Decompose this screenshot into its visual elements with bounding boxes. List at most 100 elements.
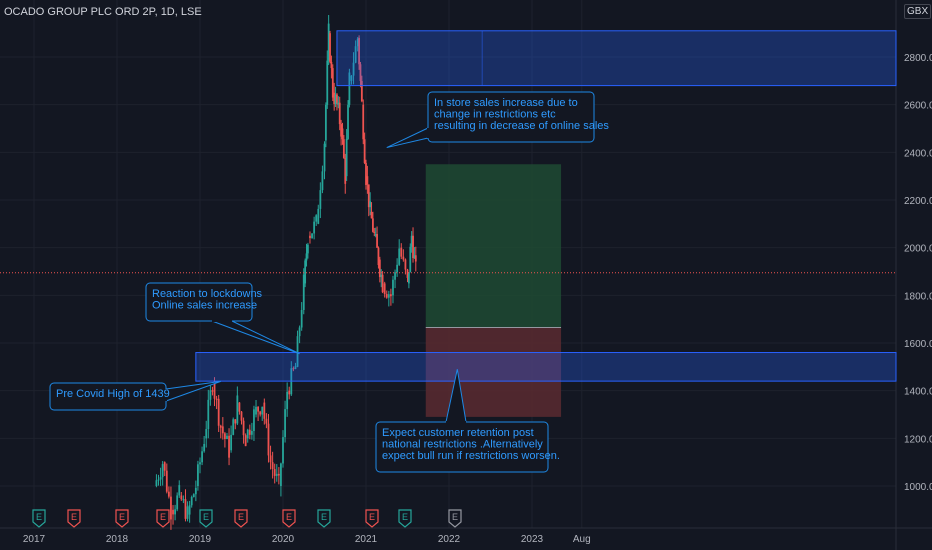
candle-body [203,443,206,452]
candle-body [337,102,340,105]
candle-body [406,269,409,278]
earnings-label: E [160,512,166,522]
candle-body [190,497,193,506]
earnings-marker[interactable]: E [365,509,379,528]
earnings-marker[interactable]: E [67,509,81,528]
earnings-marker[interactable]: E [32,509,46,528]
candle-body [248,429,251,435]
candle-body [236,395,239,424]
price-zone-1 [336,30,897,87]
candle-body [174,509,176,515]
callout-text: expect bull run if restrictions worsen. [382,450,560,462]
earnings-shape [398,509,412,528]
candle-body [410,235,413,247]
candle-body [288,390,291,395]
target-zone [425,164,562,328]
earnings-marker[interactable]: E [282,509,296,528]
candle-body [387,294,390,298]
candle-body [261,406,264,415]
candle-body [380,274,383,278]
chart-title: OCADO GROUP PLC ORD 2P, 1D, LSE [4,6,202,18]
candle-body [280,463,282,486]
callout-3[interactable]: Pre Covid High of 1439 [49,380,221,411]
y-tick-label: 2800.0 [904,53,932,64]
candle-body [228,435,230,458]
callout-text: resulting in decrease of online sales [434,120,609,132]
candle-body [197,464,199,486]
callout-pointer [445,369,467,423]
candle-body [238,402,241,412]
earnings-shape [156,509,170,528]
candle-body [377,247,380,266]
callout-text: In store sales increase due to [434,97,578,109]
callout-box [145,282,253,322]
candle-body [269,455,272,463]
y-tick-label: 2000.0 [904,244,932,255]
price-zone-2 [195,352,897,382]
candle-body [383,283,386,295]
candle-body [178,485,181,496]
candle-body [230,434,233,451]
earnings-marker[interactable]: E [317,509,331,528]
candle-body [240,411,243,421]
candle-body [345,138,348,177]
candle-body [336,94,338,103]
earnings-shape [32,509,46,528]
candle-body [334,94,337,105]
candle-body [372,218,374,232]
currency-label[interactable]: GBX [904,4,932,19]
candle-body [180,495,183,500]
earnings-label: E [203,512,209,522]
candle-body [221,426,224,434]
candle-body [319,190,322,209]
candle-body [321,171,324,191]
candle-body [348,72,351,105]
candle-body [365,162,367,185]
x-tick-label: Aug [573,534,591,545]
earnings-marker[interactable]: E [156,509,170,528]
candle-body [284,409,286,438]
candle-body [286,391,289,410]
candle-body [201,451,203,463]
candle-body [350,75,353,81]
callout-pointer [165,380,221,402]
earnings-marker[interactable]: E [398,509,412,528]
candle-body [366,176,369,185]
candle-body [199,462,201,465]
x-tick-label: 2020 [272,534,295,545]
candle-body [226,435,228,439]
candle-body [404,259,407,270]
candle-body [409,246,412,273]
earnings-marker[interactable]: E [199,509,213,528]
candle-body [250,431,253,435]
candle-body [163,462,166,471]
earnings-marker[interactable]: E [115,509,129,528]
candle-body [341,128,344,140]
earnings-shape [448,509,462,528]
candle-body [296,336,299,367]
candle-body [207,399,210,430]
earnings-label: E [71,512,77,522]
y-tick-label: 2200.0 [904,196,932,207]
candle-body [182,499,185,501]
candle-body [307,244,309,254]
candle-body [324,104,327,141]
earnings-marker[interactable]: E [448,509,462,528]
y-tick-label: 2600.0 [904,101,932,112]
y-tick-label: 1200.0 [904,434,932,445]
x-tick-label: 2021 [355,534,378,545]
callout-box [427,91,595,143]
earnings-marker[interactable]: E [234,509,248,528]
candle-body [396,264,399,273]
candle-body [360,80,363,102]
candle-body [329,33,331,62]
candle-body [323,143,326,172]
candle-body [313,221,316,234]
candle-body [176,495,179,510]
candle-body [211,390,214,392]
